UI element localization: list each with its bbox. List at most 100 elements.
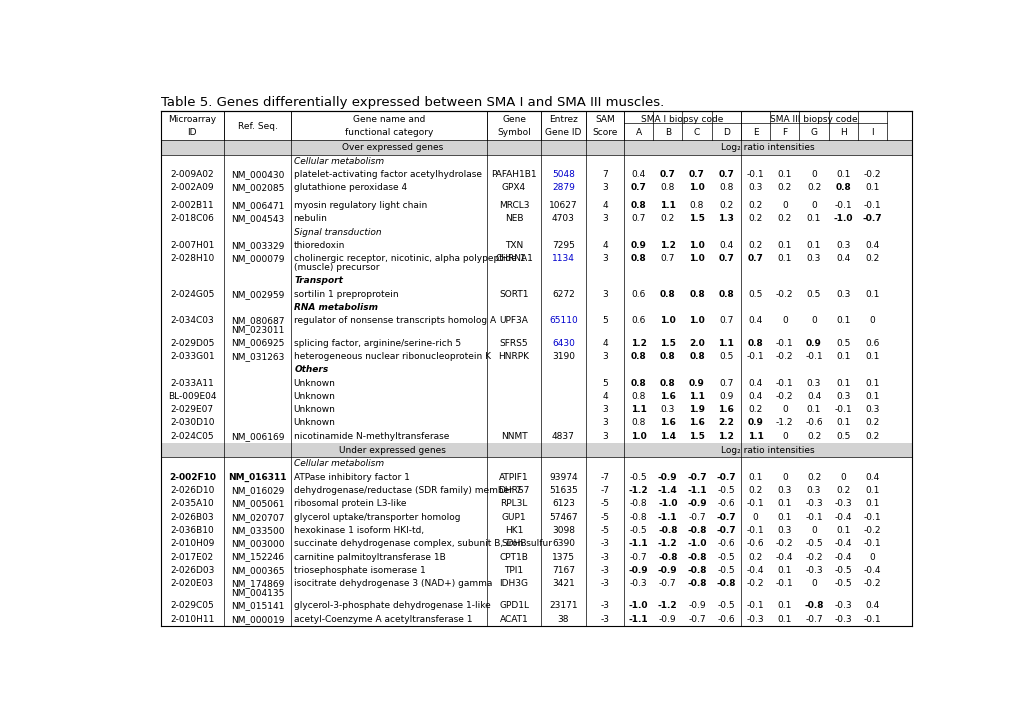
Text: GPD1L: GPD1L	[498, 601, 529, 611]
Text: B: B	[664, 127, 671, 137]
Text: nebulin: nebulin	[293, 215, 327, 223]
Text: 0.7: 0.7	[717, 170, 734, 179]
Text: NM_000430: NM_000430	[230, 170, 284, 179]
Text: -3: -3	[600, 539, 609, 549]
Text: 1375: 1375	[551, 552, 575, 562]
Text: -0.1: -0.1	[775, 338, 793, 348]
Text: 0.1: 0.1	[836, 170, 850, 179]
Text: ATPase inhibitory factor 1: ATPase inhibitory factor 1	[293, 473, 409, 482]
Text: 0: 0	[782, 405, 787, 414]
Text: Ref. Seq.: Ref. Seq.	[237, 122, 277, 130]
Text: Gene name and: Gene name and	[353, 115, 425, 125]
Text: 4: 4	[601, 338, 607, 348]
Text: SFRS5: SFRS5	[499, 338, 528, 348]
Text: 5: 5	[601, 316, 607, 325]
Text: 2-007H01: 2-007H01	[170, 241, 214, 250]
Text: Unknown: Unknown	[293, 392, 335, 401]
Text: -0.1: -0.1	[746, 352, 763, 361]
Text: dehydrogenase/reductase (SDR family) member 7: dehydrogenase/reductase (SDR family) mem…	[293, 486, 521, 495]
Text: Signal transduction: Signal transduction	[294, 228, 381, 237]
Text: -0.1: -0.1	[834, 201, 851, 210]
Text: 0: 0	[752, 513, 758, 522]
Text: 6123: 6123	[551, 500, 575, 508]
Text: 2-010H11: 2-010H11	[170, 615, 214, 624]
Text: H: H	[839, 127, 846, 137]
Text: -0.1: -0.1	[804, 352, 822, 361]
Text: -0.2: -0.2	[863, 579, 880, 588]
Text: 0.9: 0.9	[689, 379, 704, 387]
Text: 3190: 3190	[551, 352, 575, 361]
Text: 1.1: 1.1	[747, 432, 763, 441]
Text: NM_002959: NM_002959	[230, 290, 284, 299]
Text: Gene ID: Gene ID	[545, 127, 581, 137]
Text: MRCL3: MRCL3	[498, 201, 529, 210]
Text: ACAT1: ACAT1	[499, 615, 528, 624]
Text: 3: 3	[601, 432, 607, 441]
Text: Cellular metabolism: Cellular metabolism	[294, 157, 384, 166]
Text: 1.0: 1.0	[689, 241, 704, 250]
Text: 0.1: 0.1	[864, 500, 878, 508]
Text: 0.8: 0.8	[835, 184, 850, 192]
Text: -0.5: -0.5	[716, 601, 735, 611]
Text: -1.1: -1.1	[687, 486, 706, 495]
Text: 0.1: 0.1	[776, 241, 791, 250]
Text: -0.4: -0.4	[746, 566, 763, 575]
Text: 0.2: 0.2	[806, 184, 820, 192]
Text: -0.2: -0.2	[775, 392, 793, 401]
Text: -0.2: -0.2	[863, 170, 880, 179]
Text: 6430: 6430	[551, 338, 575, 348]
Text: 0.2: 0.2	[748, 201, 762, 210]
Text: 2-026D03: 2-026D03	[170, 566, 214, 575]
Text: 2-020E03: 2-020E03	[170, 579, 214, 588]
Text: Unknown: Unknown	[293, 379, 335, 387]
Text: 0.8: 0.8	[660, 184, 675, 192]
Text: 0.3: 0.3	[806, 379, 820, 387]
Text: -0.2: -0.2	[775, 352, 793, 361]
Text: 0.8: 0.8	[689, 290, 704, 299]
Text: A: A	[635, 127, 641, 137]
Text: GUP1: GUP1	[501, 513, 526, 522]
Text: 1.5: 1.5	[659, 338, 675, 348]
Text: 5: 5	[601, 379, 607, 387]
Text: TXN: TXN	[504, 241, 523, 250]
Text: -7: -7	[600, 473, 609, 482]
Text: -3: -3	[600, 615, 609, 624]
Text: 0.8: 0.8	[718, 184, 733, 192]
Text: -0.1: -0.1	[775, 579, 793, 588]
Text: 0.8: 0.8	[630, 254, 646, 263]
Text: 1.5: 1.5	[689, 432, 704, 441]
Text: 0.1: 0.1	[776, 615, 791, 624]
Text: 0.2: 0.2	[718, 201, 733, 210]
Text: 0.3: 0.3	[776, 486, 791, 495]
Text: 0.4: 0.4	[806, 392, 820, 401]
Text: 0.3: 0.3	[836, 392, 850, 401]
Text: 2-002B11: 2-002B11	[170, 201, 214, 210]
Text: 0.1: 0.1	[806, 405, 820, 414]
Text: regulator of nonsense transcripts homolog A: regulator of nonsense transcripts homolo…	[293, 316, 495, 325]
Text: 0.8: 0.8	[631, 418, 645, 428]
Text: 5048: 5048	[551, 170, 575, 179]
Text: -3: -3	[600, 579, 609, 588]
Text: 2-036B10: 2-036B10	[170, 526, 214, 535]
Text: 0.2: 0.2	[748, 241, 762, 250]
Text: 0.9: 0.9	[747, 418, 763, 428]
Text: 0.2: 0.2	[748, 405, 762, 414]
Text: NM_000079: NM_000079	[230, 254, 284, 263]
Text: 0.2: 0.2	[864, 254, 878, 263]
Text: 0: 0	[810, 526, 816, 535]
Text: 0.3: 0.3	[836, 290, 850, 299]
Text: Unknown: Unknown	[293, 405, 335, 414]
Text: NM_016029: NM_016029	[230, 486, 284, 495]
Text: NM_015141: NM_015141	[230, 601, 284, 611]
Text: 0.2: 0.2	[748, 552, 762, 562]
Text: SMA I biopsy code: SMA I biopsy code	[641, 115, 722, 125]
Text: -1.0: -1.0	[628, 601, 648, 611]
Text: G: G	[810, 127, 817, 137]
Text: 1134: 1134	[551, 254, 575, 263]
Text: -0.7: -0.7	[715, 526, 736, 535]
Text: 0.8: 0.8	[659, 352, 675, 361]
Text: -0.6: -0.6	[716, 615, 735, 624]
Text: -3: -3	[600, 566, 609, 575]
Text: -0.1: -0.1	[863, 539, 880, 549]
Text: cholinergic receptor, nicotinic, alpha polypeptide 1: cholinergic receptor, nicotinic, alpha p…	[293, 254, 525, 263]
